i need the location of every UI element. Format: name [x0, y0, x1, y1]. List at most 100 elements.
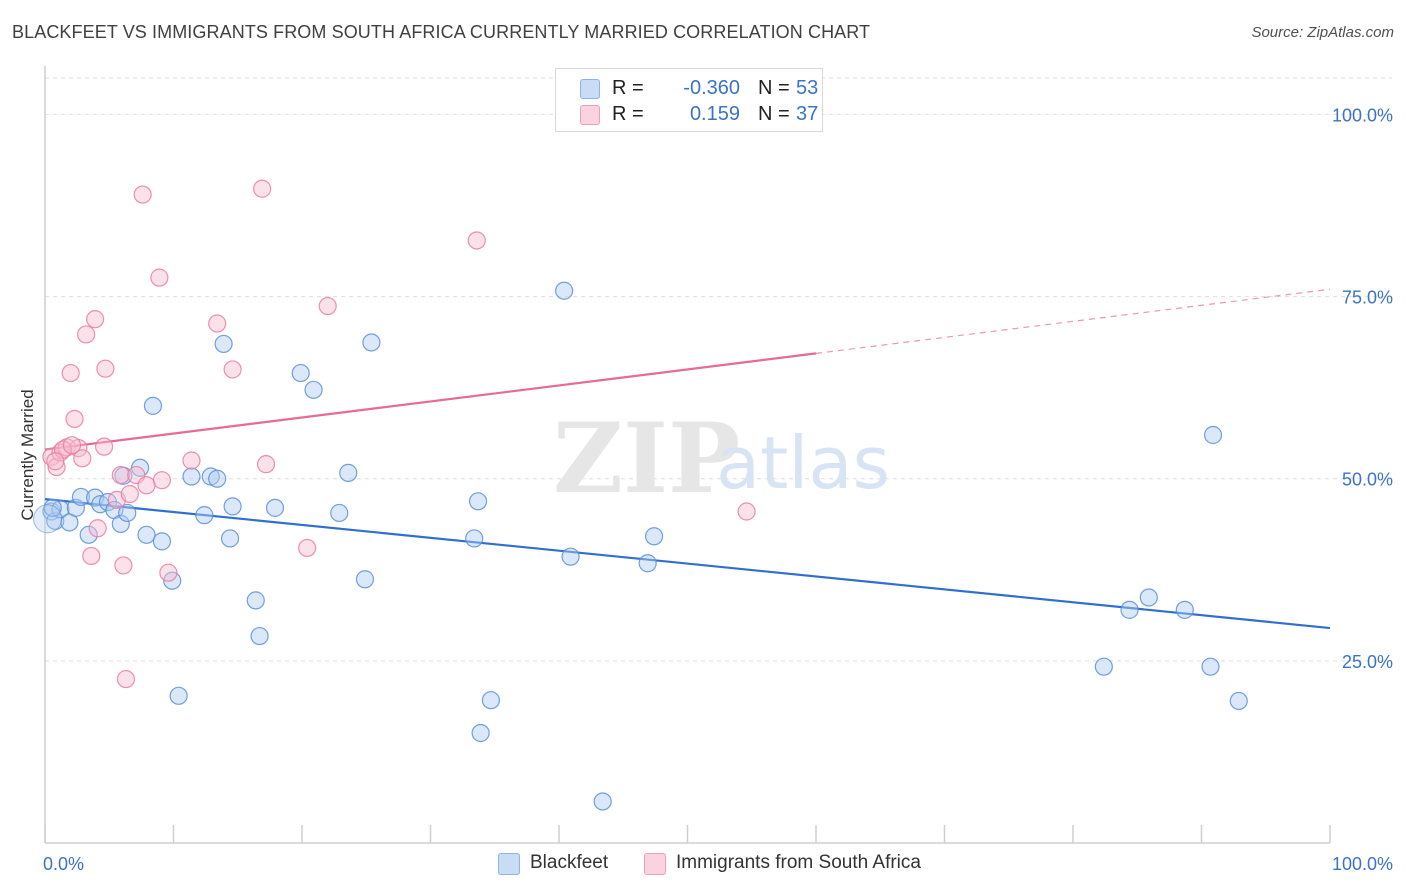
chart-title: BLACKFEET VS IMMIGRANTS FROM SOUTH AFRIC… [12, 22, 871, 42]
watermark-zip: ZIP [553, 402, 740, 515]
point-blackfeet [43, 498, 62, 517]
point-immigrants [256, 455, 276, 474]
point-blackfeet [214, 334, 233, 354]
point-immigrants [318, 296, 337, 316]
point-blackfeet [362, 333, 381, 352]
source-label: Source: ZipAtlas.com [1251, 24, 1394, 41]
bottom-legend-swatch-immigrants [644, 853, 666, 875]
point-immigrants [208, 314, 227, 333]
point-blackfeet [339, 463, 358, 482]
point-immigrants [223, 360, 242, 379]
point-immigrants [152, 471, 172, 490]
trend-lines [44, 288, 1331, 630]
point-blackfeet [1201, 657, 1220, 676]
point-blackfeet [182, 467, 201, 486]
point-immigrants [150, 268, 169, 287]
legend-r-label: R = [612, 77, 644, 99]
bottom-legend-label-blackfeet: Blackfeet [530, 852, 609, 873]
point-blackfeet [220, 529, 240, 548]
point-blackfeet [152, 532, 172, 551]
legend-swatch-immigrants [580, 105, 600, 125]
point-blackfeet [1203, 425, 1223, 445]
point-immigrants [467, 231, 486, 250]
trend-line-blackfeet [44, 498, 1331, 630]
bottom-legend-swatch-blackfeet [498, 853, 520, 875]
y-tick-label: 75.0% [1342, 288, 1393, 308]
point-blackfeet [468, 492, 488, 511]
point-blackfeet [33, 504, 63, 534]
point-blackfeet [246, 591, 265, 610]
point-immigrants [120, 484, 139, 504]
axes [44, 66, 1331, 844]
point-immigrants [159, 563, 178, 582]
point-blackfeet [137, 525, 156, 544]
point-immigrants [73, 449, 92, 468]
legend-swatch-blackfeet [580, 79, 600, 99]
point-immigrants [133, 185, 152, 204]
point-immigrants [61, 363, 80, 383]
watermark-atlas: atlas [716, 421, 890, 505]
y-tick-label: 50.0% [1342, 470, 1393, 490]
point-immigrants [137, 476, 156, 495]
y-tick-label: 100.0% [1332, 105, 1393, 125]
point-blackfeet [51, 500, 70, 519]
legend-n-label: N = [758, 103, 790, 125]
point-immigrants [298, 538, 317, 558]
point-blackfeet [555, 281, 574, 300]
point-blackfeet [1139, 588, 1158, 607]
point-blackfeet [330, 503, 349, 523]
point-blackfeet [465, 529, 484, 548]
point-blackfeet [118, 503, 137, 523]
point-blackfeet [223, 497, 242, 516]
point-blackfeet [195, 506, 214, 525]
point-immigrants [65, 409, 84, 429]
tick-labels: 25.0% 50.0% 75.0% 100.0% 0.0% 100.0% [43, 105, 1393, 874]
point-blackfeet [304, 380, 323, 399]
point-immigrants [86, 310, 105, 329]
legend-n-value: 53 [796, 77, 819, 99]
legend-n-value: 37 [796, 103, 819, 125]
point-immigrants [95, 437, 114, 456]
trend-line-immigrants [44, 352, 817, 451]
point-immigrants [114, 556, 133, 575]
point-blackfeet [355, 570, 375, 589]
point-blackfeet [638, 554, 657, 573]
bottom-legend-label-immigrants: Immigrants from South Africa [676, 852, 921, 873]
point-blackfeet [481, 691, 500, 710]
legend-r-value: 0.159 [689, 103, 740, 125]
point-immigrants [111, 465, 130, 485]
point-immigrants [253, 179, 272, 198]
point-immigrants [82, 546, 101, 566]
point-blackfeet [1229, 691, 1248, 711]
point-blackfeet [169, 686, 188, 705]
y-axis-label: Currently Married [18, 389, 37, 521]
point-blackfeet [1175, 600, 1194, 619]
x-tick-label: 100.0% [1332, 854, 1393, 874]
point-blackfeet [66, 498, 85, 517]
legend-r-value: -0.360 [683, 77, 740, 99]
point-immigrants [737, 502, 756, 521]
watermark: ZIP atlas [553, 402, 890, 515]
point-immigrants [46, 452, 65, 471]
legend-n-label: N = [758, 77, 790, 99]
legend-r-label: R = [612, 103, 644, 125]
point-immigrants [96, 359, 115, 378]
point-blackfeet [143, 396, 163, 415]
trend-line-immigrants-extension [815, 288, 1331, 354]
point-immigrants [116, 669, 136, 689]
y-tick-label: 25.0% [1342, 652, 1393, 672]
grid-lines [45, 77, 1392, 662]
point-immigrants [77, 325, 96, 344]
point-immigrants [88, 519, 107, 538]
point-immigrants [47, 457, 66, 477]
point-blackfeet [250, 626, 269, 646]
point-blackfeet [644, 527, 664, 546]
point-blackfeet [79, 525, 98, 544]
correlation-legend: R = -0.360 N = 53 R = 0.159 N = 37 [555, 68, 823, 132]
point-blackfeet [1120, 600, 1139, 619]
point-blackfeet [265, 498, 285, 517]
point-blackfeet [471, 723, 490, 743]
point-blackfeet [71, 487, 91, 507]
point-immigrants [62, 436, 82, 455]
